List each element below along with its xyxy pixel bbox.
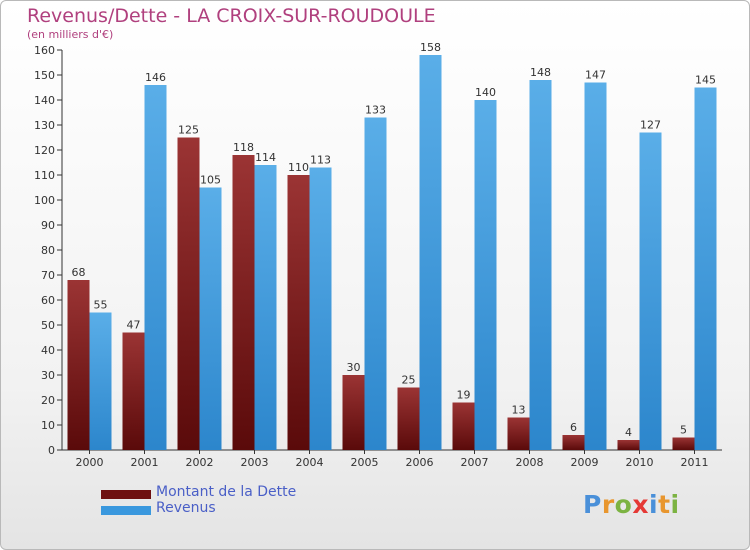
x-tick-label: 2003 bbox=[241, 456, 269, 469]
data-label-revenus: 105 bbox=[200, 174, 221, 187]
data-label-debt: 30 bbox=[347, 361, 361, 374]
bar-revenus bbox=[694, 87, 717, 450]
x-tick-label: 2009 bbox=[571, 456, 599, 469]
data-label-debt: 118 bbox=[233, 141, 254, 154]
y-tick-label: 40 bbox=[41, 344, 55, 357]
data-label-debt: 13 bbox=[512, 404, 526, 417]
y-tick-label: 150 bbox=[34, 69, 55, 82]
data-label-revenus: 148 bbox=[530, 66, 551, 79]
data-label-revenus: 147 bbox=[585, 69, 606, 82]
bar-revenus bbox=[419, 55, 442, 450]
bar-debt bbox=[122, 332, 145, 450]
legend-swatch-revenus bbox=[101, 506, 151, 515]
bar-revenus bbox=[309, 167, 332, 450]
bar-debt bbox=[452, 402, 475, 450]
bar-debt bbox=[287, 175, 310, 450]
x-tick-label: 2011 bbox=[681, 456, 709, 469]
data-label-revenus: 145 bbox=[695, 74, 716, 87]
legend-label-revenus: Revenus bbox=[156, 500, 216, 516]
x-tick-label: 2008 bbox=[516, 456, 544, 469]
y-tick-label: 20 bbox=[41, 394, 55, 407]
proxiti-logo: Proxiti bbox=[583, 490, 680, 519]
y-tick-label: 100 bbox=[34, 194, 55, 207]
y-tick-label: 70 bbox=[41, 269, 55, 282]
logo-letter: r bbox=[601, 490, 615, 519]
y-tick-label: 30 bbox=[41, 369, 55, 382]
x-tick-label: 2005 bbox=[351, 456, 379, 469]
bar-revenus bbox=[199, 187, 222, 450]
data-label-debt: 47 bbox=[127, 319, 141, 332]
data-label-debt: 5 bbox=[680, 424, 687, 437]
legend-label-debt: Montant de la Dette bbox=[156, 484, 297, 500]
data-label-revenus: 114 bbox=[255, 151, 276, 164]
bar-debt bbox=[617, 440, 640, 450]
bar-debt bbox=[232, 155, 255, 450]
data-label-revenus: 158 bbox=[420, 41, 441, 54]
bar-debt bbox=[397, 387, 420, 450]
bar-debt bbox=[67, 280, 90, 450]
bar-debt bbox=[562, 435, 585, 450]
logo-letter: o bbox=[614, 490, 633, 519]
y-tick-label: 10 bbox=[41, 419, 55, 432]
logo-letter: t bbox=[658, 490, 671, 519]
x-tick-label: 2000 bbox=[76, 456, 104, 469]
data-label-debt: 68 bbox=[72, 266, 86, 279]
data-label-revenus: 113 bbox=[310, 154, 331, 167]
data-label-debt: 110 bbox=[288, 161, 309, 174]
bar-revenus bbox=[474, 100, 497, 450]
data-label-revenus: 55 bbox=[94, 299, 108, 312]
data-label-debt: 19 bbox=[457, 389, 471, 402]
data-label-revenus: 146 bbox=[145, 71, 166, 84]
logo-letter: P bbox=[583, 490, 602, 519]
bar-revenus bbox=[144, 85, 167, 450]
logo-letter: i bbox=[670, 490, 680, 519]
x-tick-label: 2004 bbox=[296, 456, 324, 469]
y-tick-label: 110 bbox=[34, 169, 55, 182]
data-label-debt: 125 bbox=[178, 124, 199, 137]
logo-letter: x bbox=[632, 490, 649, 519]
data-label-revenus: 127 bbox=[640, 119, 661, 132]
logo-letter: i bbox=[649, 490, 659, 519]
y-tick-label: 60 bbox=[41, 294, 55, 307]
bar-debt bbox=[342, 375, 365, 450]
bar-revenus bbox=[89, 312, 112, 450]
bar-debt bbox=[177, 137, 200, 450]
data-label-revenus: 133 bbox=[365, 104, 386, 117]
bar-revenus bbox=[254, 165, 277, 450]
x-tick-label: 2006 bbox=[406, 456, 434, 469]
bar-revenus bbox=[639, 132, 662, 450]
x-tick-label: 2010 bbox=[626, 456, 654, 469]
y-tick-label: 120 bbox=[34, 144, 55, 157]
x-tick-label: 2002 bbox=[186, 456, 214, 469]
chart-title: Revenus/Dette - LA CROIX-SUR-ROUDOULE bbox=[27, 5, 436, 27]
bar-revenus bbox=[584, 82, 607, 450]
bar-debt bbox=[507, 417, 530, 450]
y-tick-label: 130 bbox=[34, 119, 55, 132]
data-label-revenus: 140 bbox=[475, 86, 496, 99]
x-tick-label: 2001 bbox=[131, 456, 159, 469]
bar-revenus bbox=[529, 80, 552, 450]
chart-subtitle: (en milliers d'€) bbox=[27, 28, 114, 41]
legend-swatch-debt bbox=[101, 490, 151, 499]
y-tick-label: 50 bbox=[41, 319, 55, 332]
bar-debt bbox=[672, 437, 695, 450]
data-label-debt: 6 bbox=[570, 421, 577, 434]
y-tick-label: 90 bbox=[41, 219, 55, 232]
data-label-debt: 25 bbox=[402, 374, 416, 387]
y-tick-label: 80 bbox=[41, 244, 55, 257]
y-tick-label: 160 bbox=[34, 44, 55, 57]
bar-revenus bbox=[364, 117, 387, 450]
y-tick-label: 0 bbox=[48, 444, 55, 457]
data-label-debt: 4 bbox=[625, 426, 632, 439]
x-tick-label: 2007 bbox=[461, 456, 489, 469]
y-tick-label: 140 bbox=[34, 94, 55, 107]
